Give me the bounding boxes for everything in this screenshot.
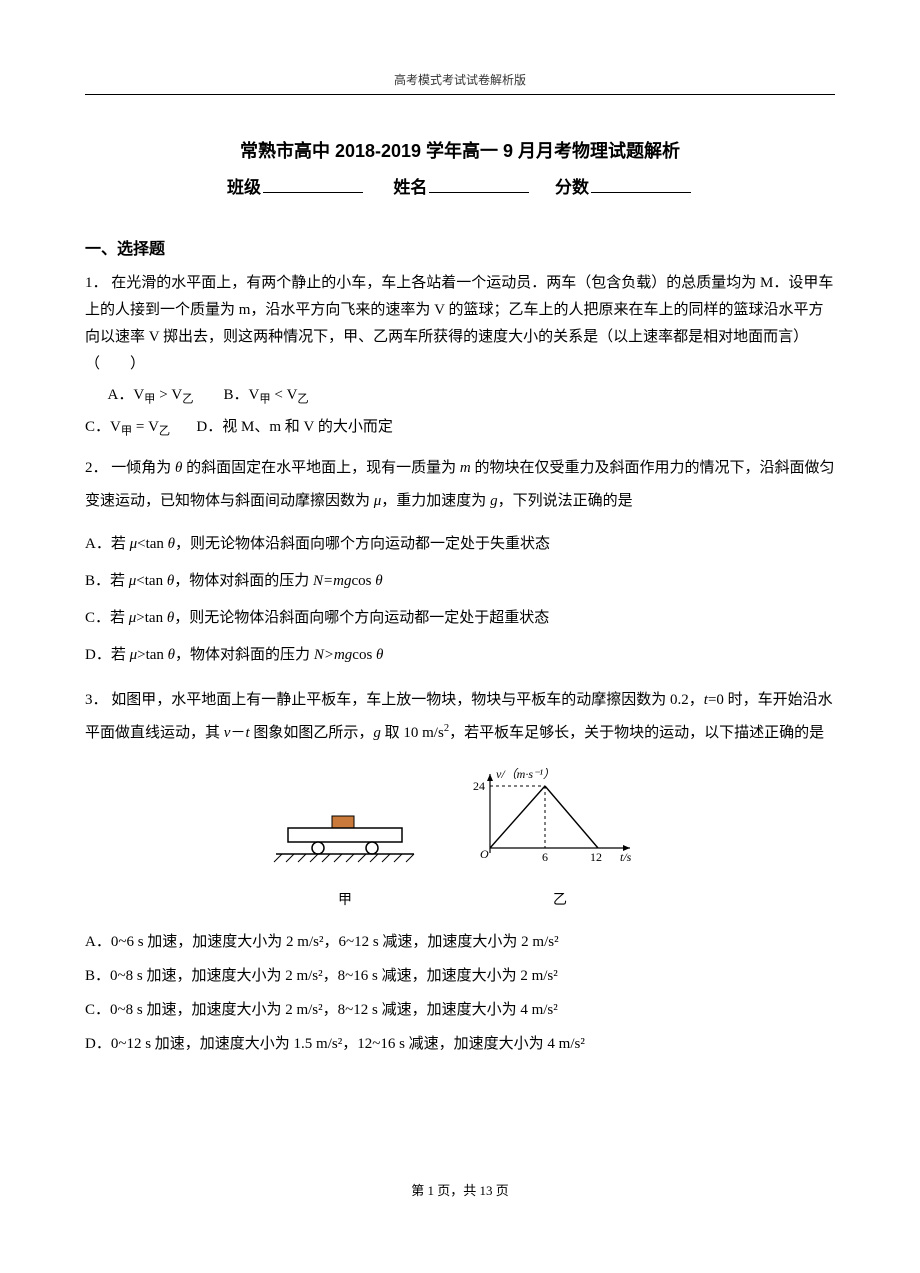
student-info-line: 班级 姓名 分数 [85,173,835,204]
fig2-ylabel: v/（m·s⁻¹） [496,768,555,781]
section-1-title: 一、选择题 [85,236,835,265]
q3-optC: C．0~8 s 加速，加速度大小为 2 m/s²，8~12 s 减速，加速度大小… [85,995,835,1025]
question-1: 1． 在光滑的水平面上，有两个静止的小车，车上各站着一个运动员．两车（包含负载）… [85,270,835,441]
fig2-xlabel: t/s [620,850,632,864]
name-blank[interactable] [429,176,529,193]
page-footer: 第 1 页，共 13 页 [85,1179,835,1202]
question-3: 3． 如图甲，水平地面上有一静止平板车，车上放一物块，物块与平板车的动摩擦因数为… [85,684,835,750]
question-2: 2． 一倾角为 θ 的斜面固定在水平地面上，现有一质量为 m 的物块在仅受重力及… [85,452,835,518]
fig2-x6: 6 [542,850,548,864]
q3-optD: D．0~12 s 加速，加速度大小为 1.5 m/s²，12~16 s 减速，加… [85,1029,835,1059]
figure-yi-label: 乙 [470,888,650,913]
q2-stem: 2． 一倾角为 θ 的斜面固定在水平地面上，现有一质量为 m 的物块在仅受重力及… [85,452,835,518]
q3-stem: 3． 如图甲，水平地面上有一静止平板车，车上放一物块，物块与平板车的动摩擦因数为… [85,684,835,750]
fig2-x12: 12 [590,850,602,864]
figure-jia: 甲 [270,808,420,913]
q3-optB: B．0~8 s 加速，加速度大小为 2 m/s²，8~16 s 减速，加速度大小… [85,961,835,991]
figure-jia-label: 甲 [270,888,420,913]
q2-optB: B．若 μ<tan θ，物体对斜面的压力 N=mgcos θ [85,565,835,598]
q2-optC: C．若 μ>tan θ，则无论物体沿斜面向哪个方向运动都一定处于超重状态 [85,602,835,635]
score-label: 分数 [555,178,589,197]
q3-figures: 甲 v/（m·s⁻¹） 24 6 12 t/s O 乙 [85,768,835,913]
q1-opts-cd: C．V甲 = V乙 D．视 M、m 和 V 的大小而定 [85,414,835,442]
exam-title: 常熟市高中 2018-2019 学年高一 9 月月考物理试题解析 [85,135,835,167]
q1-stem: 1． 在光滑的水平面上，有两个静止的小车，车上各站着一个运动员．两车（包含负载）… [85,270,835,378]
name-label: 姓名 [393,178,427,197]
q2-options: A．若 μ<tan θ，则无论物体沿斜面向哪个方向运动都一定处于失重状态 B．若… [85,528,835,672]
score-blank[interactable] [591,176,691,193]
header-note: 高考模式考试试卷解析版 [85,70,835,95]
fig2-ymax: 24 [473,779,485,793]
figure-yi: v/（m·s⁻¹） 24 6 12 t/s O 乙 [470,768,650,913]
class-blank[interactable] [263,176,363,193]
q2-optD: D．若 μ>tan θ，物体对斜面的压力 N>mgcos θ [85,639,835,672]
fig2-origin: O [480,847,489,861]
class-label: 班级 [227,178,261,197]
q3-options: A．0~6 s 加速，加速度大小为 2 m/s²，6~12 s 减速，加速度大小… [85,927,835,1059]
q1-opts-ab: A．V甲 > V乙 B．V甲 < V乙 [85,382,835,410]
q2-optA: A．若 μ<tan θ，则无论物体沿斜面向哪个方向运动都一定处于失重状态 [85,528,835,561]
q3-optA: A．0~6 s 加速，加速度大小为 2 m/s²，6~12 s 减速，加速度大小… [85,927,835,957]
